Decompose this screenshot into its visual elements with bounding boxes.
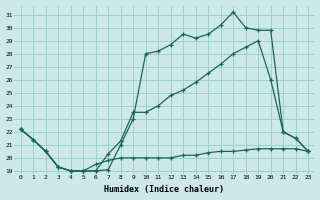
X-axis label: Humidex (Indice chaleur): Humidex (Indice chaleur) [104, 185, 224, 194]
